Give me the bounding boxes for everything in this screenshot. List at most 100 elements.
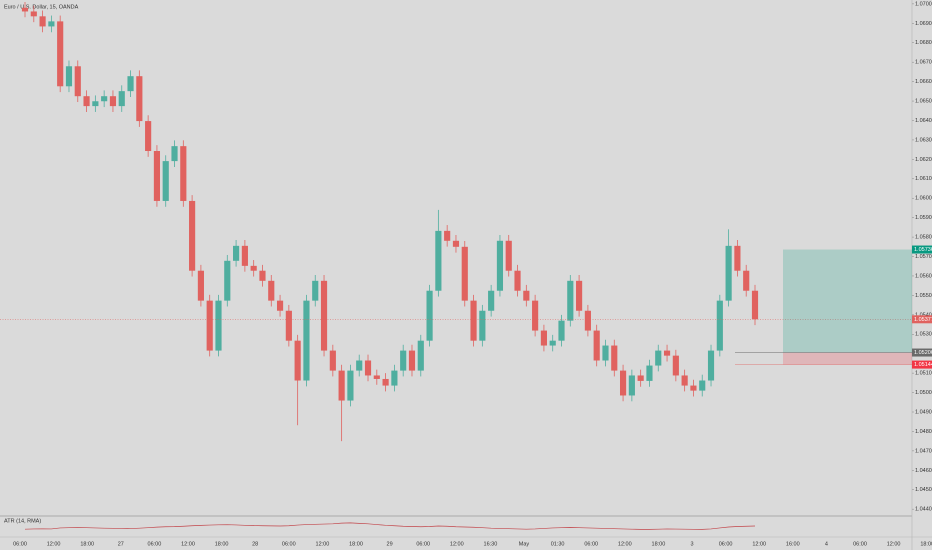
y-tick-label: 1.05900 — [915, 215, 932, 221]
last-price-label: 1.05377 — [914, 317, 932, 323]
y-tick-label: 1.06500 — [915, 99, 932, 105]
candle-body — [21, 7, 29, 12]
x-tick-label: 18:00 — [215, 541, 229, 547]
y-tick-label: 1.06900 — [915, 21, 932, 27]
x-tick-label: 16:00 — [786, 541, 800, 547]
x-tick-label: 18:00 — [920, 541, 932, 547]
stop-label: 1.05144 — [914, 362, 932, 368]
y-tick-label: 1.05300 — [915, 332, 932, 338]
candle-body — [65, 66, 73, 87]
candle-body — [391, 370, 398, 386]
candle-body — [532, 300, 539, 331]
entry-label: 1.05206 — [914, 350, 932, 356]
candle-body — [672, 355, 679, 376]
candle-body — [628, 375, 635, 396]
candle-body — [241, 245, 248, 266]
candle-body — [549, 340, 556, 346]
y-tick-label: 1.06700 — [915, 60, 932, 66]
candle-body — [707, 350, 715, 381]
candle-body — [224, 260, 231, 301]
candle-body — [567, 280, 574, 321]
x-tick-label: 12:00 — [450, 541, 464, 547]
candle-body — [83, 96, 90, 107]
x-tick-label: 27 — [118, 541, 124, 547]
y-tick-label: 1.04900 — [915, 409, 932, 415]
candle-body — [259, 270, 266, 281]
candle-body — [646, 365, 653, 381]
candle-body — [294, 340, 301, 381]
candle-body — [435, 230, 442, 291]
y-tick-label: 1.06600 — [915, 79, 932, 85]
candle-body — [171, 146, 178, 162]
candle-body — [206, 300, 213, 351]
candle-body — [602, 345, 609, 361]
x-tick-label: 06:00 — [584, 541, 598, 547]
x-tick-label: 18:00 — [652, 541, 666, 547]
candle-body — [109, 96, 117, 107]
atr-label: ATR (14, RMA) — [4, 518, 41, 524]
candle-body — [373, 375, 380, 379]
x-tick-label: 06:00 — [282, 541, 296, 547]
y-tick-label: 1.05400 — [915, 312, 932, 318]
candle-body — [523, 290, 530, 301]
candle-body — [162, 161, 169, 201]
y-tick-label: 1.05000 — [915, 390, 932, 396]
x-tick-label: 12:00 — [752, 541, 766, 547]
y-tick-label: 1.04500 — [915, 487, 932, 493]
x-tick-label: 06:00 — [13, 541, 27, 547]
candle-body — [558, 320, 565, 341]
y-tick-label: 1.06300 — [915, 137, 932, 143]
candle-body — [655, 350, 662, 366]
candle-body — [118, 91, 125, 107]
y-tick-label: 1.06200 — [915, 157, 932, 163]
candle-body — [426, 290, 433, 341]
x-tick-label: 12:00 — [618, 541, 632, 547]
target-badge — [912, 245, 932, 254]
x-tick-label: 16:30 — [484, 541, 498, 547]
candle-body — [611, 345, 618, 371]
candle-body — [540, 330, 547, 346]
profit-zone — [783, 249, 912, 353]
y-tick-label: 1.04800 — [915, 429, 932, 435]
x-tick-label: 06:00 — [853, 541, 867, 547]
candle-body — [320, 280, 328, 351]
entry-badge — [912, 348, 932, 357]
y-tick-label: 1.04400 — [915, 507, 932, 513]
candle-body — [233, 245, 240, 261]
candle-body — [619, 370, 627, 396]
x-tick-label: 28 — [252, 541, 258, 547]
x-tick-label: 01:30 — [551, 541, 565, 547]
candle-body — [444, 230, 451, 241]
candle-body — [681, 375, 688, 386]
candle-body — [285, 310, 292, 341]
candle-body — [505, 240, 512, 271]
candle-body — [57, 21, 64, 87]
y-tick-label: 1.05800 — [915, 235, 932, 241]
candle-body — [584, 310, 591, 331]
candle-body — [751, 290, 759, 320]
y-tick-label: 1.05600 — [915, 273, 932, 279]
candle-body — [145, 121, 152, 152]
candle-body — [479, 310, 486, 341]
candle-body — [329, 350, 336, 371]
candle-body — [276, 300, 284, 311]
candle-body — [408, 350, 416, 371]
candle-body — [461, 246, 468, 301]
candle-body — [356, 360, 363, 371]
candle-body — [663, 350, 671, 356]
candle-body — [593, 330, 600, 361]
candle-body — [514, 270, 521, 291]
candle-body — [74, 66, 81, 97]
candle-body — [488, 290, 495, 311]
candle-body — [312, 280, 319, 301]
candle-body — [496, 240, 504, 291]
x-tick-label: 06:00 — [148, 541, 162, 547]
candle-body — [153, 151, 161, 201]
y-tick-label: 1.06000 — [915, 196, 932, 202]
y-tick-label: 1.05700 — [915, 254, 932, 260]
x-tick-label: 29 — [387, 541, 393, 547]
x-tick-label: 4 — [825, 541, 828, 547]
candle-body — [725, 245, 732, 301]
